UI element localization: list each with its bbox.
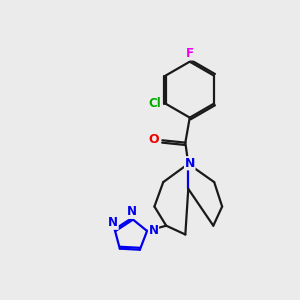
Text: N: N (108, 216, 118, 229)
Text: Cl: Cl (148, 97, 161, 110)
Text: N: N (184, 157, 195, 170)
Text: N: N (148, 224, 158, 237)
Text: O: O (149, 133, 159, 146)
Text: N: N (127, 206, 137, 218)
Text: F: F (186, 47, 194, 60)
